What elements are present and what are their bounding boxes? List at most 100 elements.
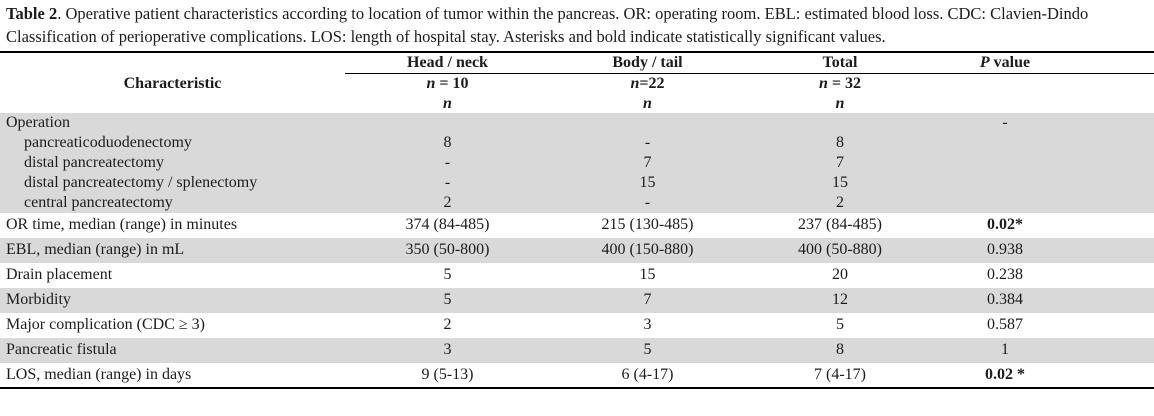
n-count-row: Characteristic n = 10 n=22 n = 32 [0, 74, 1154, 95]
table-row: Pancreatic fistula 3 5 8 1 [0, 337, 1154, 363]
col-header-head-neck: Head / neck [345, 51, 550, 75]
spacer-header-cell [1075, 74, 1154, 95]
spacer-cell [1075, 337, 1154, 363]
total-value-cell: 400 (50-880) [745, 237, 935, 263]
table-caption: Table 2. Operative patient characteristi… [0, 0, 1154, 51]
p-value-cell: 0.384 [935, 287, 1075, 313]
spacer-cell [1075, 172, 1154, 193]
body-tail-value-cell: 3 [643, 316, 652, 334]
head-neck-value-cell: 2 [345, 192, 550, 213]
n-symbol-body-tail: n [643, 94, 652, 112]
head-neck-value-cell: 9 (5-13) [421, 365, 474, 383]
head-neck-value-cell: 3 [345, 337, 550, 363]
table-row: Drain placement 5 15 20 0.238 [0, 263, 1154, 288]
row-label: OR time, median (range) in minutes [6, 216, 238, 234]
spacer-cell [1075, 263, 1154, 288]
n-count-head-neck: n = 10 [426, 75, 469, 93]
total-value-cell: 8 [745, 132, 935, 153]
row-label: pancreaticoduodenectomy [0, 132, 345, 153]
p-value-rest: value [989, 53, 1031, 71]
table-row: EBL, median (range) in mL 350 (50-800) 400… [0, 237, 1154, 263]
n-symbol-head-neck: n [443, 94, 452, 112]
n-symbol-total: n [835, 94, 845, 112]
p-value-cell [935, 152, 1075, 173]
head-neck-value-cell: 374 (84-485) [405, 216, 490, 234]
table-row: Major complication (CDC ≥ 3) 2 3 5 0.587 [0, 313, 1154, 338]
spacer-cell [1075, 313, 1154, 338]
p-value-cell: 0.587 [987, 316, 1023, 334]
row-label: Drain placement [6, 266, 113, 284]
p-value-cell [935, 192, 1075, 213]
table-caption-text: . Operative patient characteristics acco… [6, 4, 1089, 46]
body-tail-value-cell: 400 (150-880) [550, 237, 745, 263]
head-neck-value-cell: 2 [443, 316, 452, 334]
spacer-cell [1075, 132, 1154, 153]
table-header: Head / neck Body / tail Total P value Ch… [0, 51, 1154, 113]
head-neck-value-cell: 350 (50-800) [345, 237, 550, 263]
p-value-cell: 0.02 * [985, 365, 1025, 383]
body-tail-value-cell: 215 (130-485) [601, 216, 694, 234]
total-value-cell: 237 (84-485) [798, 216, 882, 234]
col-header-body-tail: Body / tail [550, 51, 745, 75]
head-neck-value-cell [345, 112, 550, 133]
table-row: central pancreatectomy 2-2 [0, 192, 1154, 213]
operative-characteristics-table: Head / neck Body / tail Total P value Ch… [0, 50, 1154, 389]
body-tail-value-cell: 15 [639, 266, 656, 284]
p-value-cell: 0.238 [987, 266, 1023, 284]
total-value-cell: 7 (4-17) [814, 365, 866, 383]
p-value-cell [935, 132, 1075, 153]
spacer-cell [1075, 112, 1154, 133]
table-row: OR time, median (range) in minutes 374 (8… [0, 213, 1154, 238]
row-label: Pancreatic fistula [0, 337, 345, 363]
table-body: Operation - pancreaticoduodenectomy 8-8 dist… [0, 112, 1154, 388]
characteristic-header: Characteristic [123, 75, 222, 93]
spacer-cell [1075, 287, 1154, 313]
p-value-cell: 0.02* [987, 216, 1023, 234]
spacer-cell [1075, 213, 1154, 238]
row-label: Major complication (CDC ≥ 3) [6, 316, 205, 334]
table-row: pancreaticoduodenectomy 8-8 [0, 132, 1154, 153]
spacer-cell [1075, 237, 1154, 263]
row-label: Morbidity [0, 287, 345, 313]
table-row: distal pancreatectomy -7 7 [0, 152, 1154, 173]
p-value-italic: P [979, 53, 990, 71]
p-value-cell: - [935, 112, 1075, 133]
head-neck-value-cell: 5 [443, 266, 452, 284]
body-tail-value-cell: 5 [550, 337, 745, 363]
empty-header-cell [935, 74, 1075, 95]
total-value-cell: 8 [745, 337, 935, 363]
total-value-cell: 15 [745, 172, 935, 193]
body-tail-value-cell: - [550, 192, 745, 213]
total-value-cell: 7 [745, 152, 935, 173]
body-tail-value-cell: 7 [550, 287, 745, 313]
total-value-cell: 5 [836, 316, 844, 334]
n-count-body-tail: n=22 [630, 75, 665, 93]
head-neck-value-cell: - [345, 172, 550, 193]
table-row: Morbidity 5 7 12 0.384 [0, 287, 1154, 313]
row-label: LOS, median (range) in days [6, 365, 192, 383]
n-count-total: n = 32 [818, 75, 862, 93]
table-row: Operation - [0, 112, 1154, 133]
col-header-p-value: P value [935, 51, 1075, 75]
spacer-header-cell [1075, 95, 1154, 113]
empty-header-cell [0, 52, 345, 74]
row-label: EBL, median (range) in mL [0, 237, 345, 263]
spacer-header-cell [1075, 51, 1154, 75]
body-tail-value-cell: 7 [550, 152, 745, 173]
total-value-cell: 12 [745, 287, 935, 313]
head-neck-value-cell: - [345, 152, 550, 173]
col-header-total: Total [745, 51, 935, 75]
table-row: distal pancreatectomy / splenectomy -15 15 [0, 172, 1154, 193]
total-value-cell [745, 112, 935, 133]
body-tail-value-cell: 6 (4-17) [621, 365, 674, 383]
p-value-cell: 0.938 [935, 237, 1075, 263]
spacer-cell [1075, 192, 1154, 213]
total-value-cell: 20 [832, 266, 848, 284]
head-neck-value-cell: 8 [345, 132, 550, 153]
p-value-cell: 1 [935, 337, 1075, 363]
row-label: central pancreatectomy [0, 192, 345, 213]
column-group-row: Head / neck Body / tail Total P value [0, 51, 1154, 75]
spacer-cell [1075, 363, 1154, 388]
p-value-cell [935, 172, 1075, 193]
